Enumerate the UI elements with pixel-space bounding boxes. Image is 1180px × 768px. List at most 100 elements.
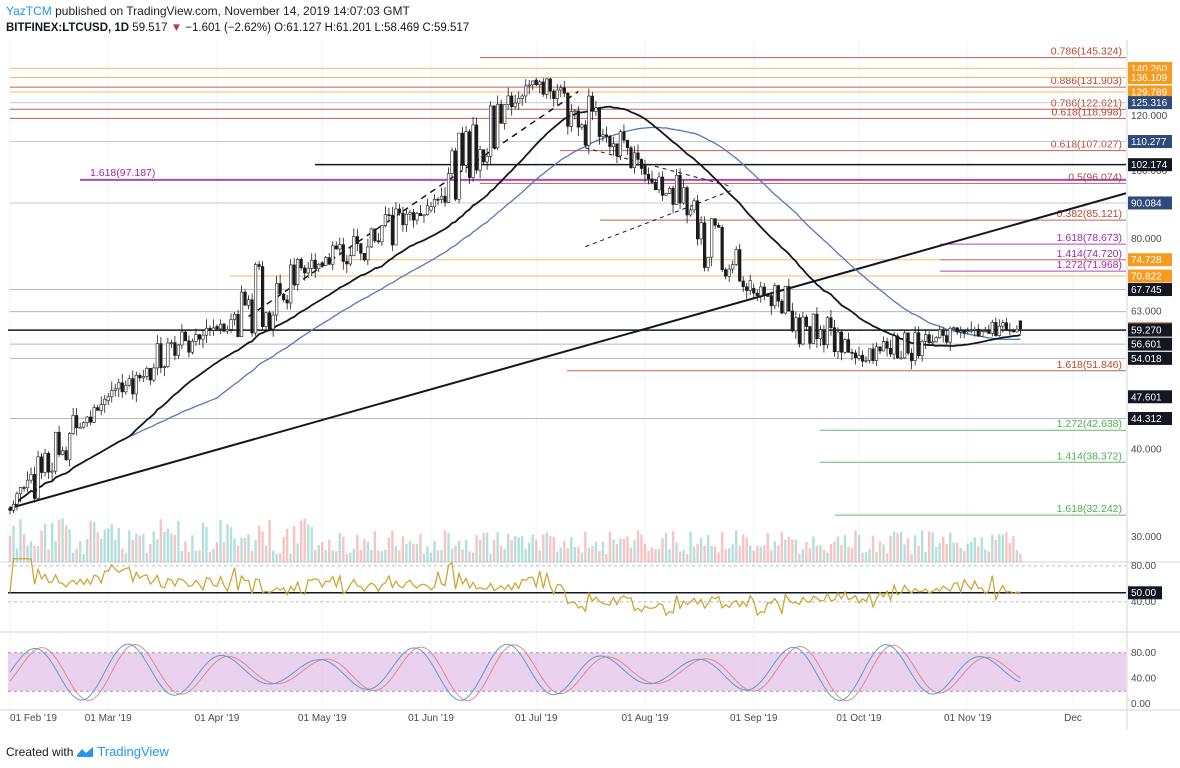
- candle-body: [390, 214, 394, 246]
- candle-body: [474, 124, 479, 171]
- candle-body: [1015, 329, 1019, 333]
- x-axis-label: 01 Aug '19: [622, 713, 669, 724]
- volume-bar: [303, 518, 306, 562]
- candle-body: [285, 299, 289, 304]
- volume-bar: [528, 542, 531, 562]
- candle-body: [860, 354, 865, 362]
- volume-bar: [89, 520, 92, 562]
- volume-bar: [787, 536, 791, 562]
- candle-body: [608, 136, 612, 147]
- volume-bar: [447, 532, 450, 562]
- candle-body: [127, 378, 131, 386]
- candle-body: [762, 286, 766, 296]
- candle-body: [446, 173, 451, 203]
- candle-body: [289, 264, 293, 304]
- volume-bar: [328, 539, 331, 562]
- volume-bar: [205, 526, 208, 562]
- candle-body: [190, 341, 195, 353]
- volume-bar: [187, 552, 191, 562]
- volume-bar: [29, 541, 33, 562]
- candle-body: [46, 453, 51, 473]
- volume-bar: [75, 548, 78, 562]
- volume-bar: [566, 548, 570, 562]
- volume-bar: [415, 544, 419, 562]
- volume-bar: [752, 550, 755, 562]
- volume-bar: [689, 531, 692, 562]
- candle-body: [825, 317, 830, 346]
- volume-bar: [524, 548, 527, 562]
- candle-body: [15, 493, 19, 505]
- volume-bar: [759, 546, 762, 562]
- volume-bar: [324, 550, 327, 562]
- volume-bar: [791, 539, 794, 562]
- volume-bar: [598, 550, 601, 562]
- candle-body: [906, 332, 910, 354]
- volume-bar: [696, 543, 699, 562]
- candle-body: [313, 259, 317, 269]
- candle-body: [408, 212, 412, 215]
- volume-bar: [461, 549, 464, 562]
- author-link[interactable]: YazTCM: [6, 4, 52, 18]
- candle-body: [429, 206, 433, 211]
- candle-body: [1004, 322, 1008, 331]
- candle-body: [664, 193, 668, 196]
- footer: Created with TradingView: [6, 744, 169, 759]
- candle-body: [969, 330, 973, 332]
- tradingview-brand[interactable]: TradingView: [97, 744, 169, 759]
- price-tag-label: 74.728: [1131, 255, 1162, 266]
- long-term-trendline: [9, 192, 1127, 510]
- volume-bar: [963, 551, 966, 562]
- volume-bar: [422, 553, 426, 562]
- candle-body: [113, 388, 117, 391]
- volume-bar: [100, 538, 103, 562]
- volume-bar: [180, 550, 184, 562]
- candle-body: [885, 341, 889, 349]
- candle-body: [275, 283, 279, 316]
- candle-body: [783, 286, 787, 314]
- candle-body: [741, 280, 745, 288]
- candle-body: [1001, 322, 1005, 327]
- price-tick-label: 63.000: [1131, 307, 1162, 318]
- candle-body: [201, 334, 205, 340]
- candle-body: [1018, 320, 1022, 330]
- stoch-band: [8, 652, 1126, 692]
- candle-body: [243, 291, 247, 306]
- volume-bar: [226, 524, 229, 562]
- volume-bar: [471, 552, 475, 562]
- candles: [8, 77, 1022, 515]
- fib-level-label: 1.414(74.720): [1057, 248, 1122, 260]
- volume-bar: [366, 541, 370, 562]
- candle-body: [215, 326, 219, 330]
- volume-bar: [156, 539, 159, 562]
- volume-bar: [864, 552, 868, 562]
- volume-bar: [885, 553, 889, 562]
- candle-body: [678, 174, 682, 204]
- fib-level-label: 0.786(145.324): [1051, 46, 1122, 58]
- candle-body: [818, 329, 823, 340]
- candle-body: [397, 208, 402, 214]
- price-tag: [1128, 71, 1172, 85]
- volume-bar: [801, 548, 805, 562]
- candle-body: [359, 243, 363, 254]
- candle-body: [32, 474, 37, 499]
- x-axis-label: 01 Jun '19: [408, 713, 454, 724]
- volume-bar: [713, 546, 717, 562]
- volume-bar: [819, 545, 822, 562]
- candle-body: [945, 335, 949, 343]
- chart-header: YazTCM published on TradingView.com, Nov…: [0, 0, 1180, 40]
- price-tag-label: 110.277: [1131, 137, 1167, 148]
- created-with-text: Created with: [6, 744, 74, 759]
- candle-body: [453, 150, 458, 200]
- candle-body: [667, 187, 672, 194]
- price-chart[interactable]: 0.786(145.324) 0.886(131.903) 0.786(122.62…: [0, 40, 1180, 740]
- volume-bar: [12, 525, 15, 562]
- candle-body: [832, 327, 837, 353]
- volume-bar: [542, 534, 545, 562]
- volume-bar: [345, 553, 348, 562]
- candle-body: [159, 343, 163, 368]
- candle-body: [804, 316, 808, 327]
- volume-bar: [668, 549, 671, 562]
- candle-body: [366, 246, 370, 261]
- candle-body: [811, 313, 815, 344]
- candle-body: [983, 330, 987, 333]
